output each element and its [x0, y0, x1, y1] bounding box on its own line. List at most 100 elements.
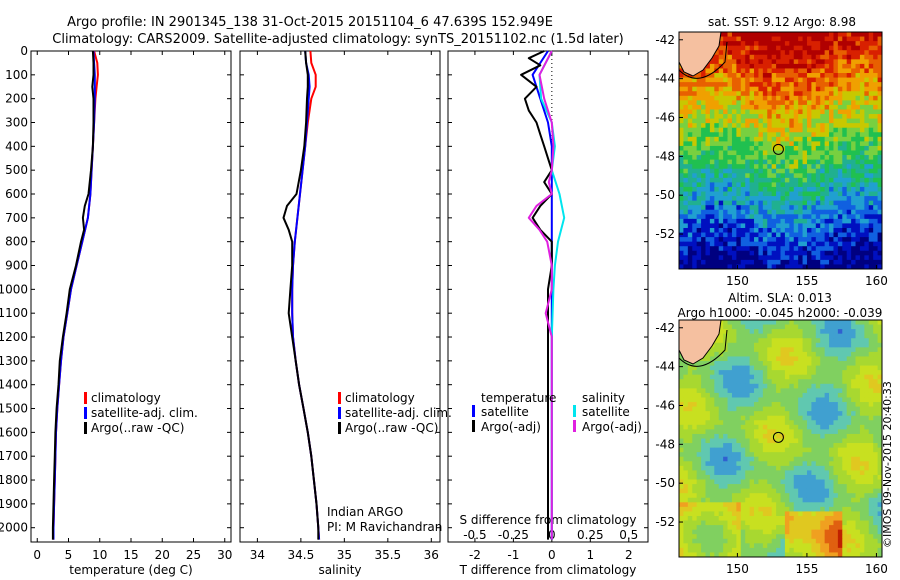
map-cell	[829, 388, 834, 394]
map-cell	[833, 356, 839, 362]
map-cell	[802, 95, 808, 101]
map-cell	[806, 388, 812, 394]
map-cell	[784, 351, 790, 357]
map-cell	[829, 232, 834, 238]
map-cell	[718, 186, 724, 192]
map-cell	[754, 383, 759, 389]
map-cell	[762, 41, 768, 47]
map-cell	[780, 209, 786, 215]
map-cell	[754, 82, 759, 88]
map-cell	[736, 438, 742, 444]
map-cell	[683, 506, 689, 512]
map-cell	[864, 324, 870, 330]
map-cell	[727, 173, 733, 179]
map-cell	[758, 383, 764, 389]
map-cell	[873, 493, 878, 499]
map-cell	[740, 338, 746, 344]
map-cell	[837, 329, 843, 335]
map-cell	[815, 525, 821, 531]
map-cell	[780, 338, 786, 344]
map-cell	[864, 255, 870, 261]
map-cell	[784, 91, 790, 97]
map-cell	[842, 342, 848, 348]
map-cell	[679, 479, 684, 485]
map-cell	[723, 333, 728, 339]
map-cell	[679, 474, 684, 480]
map-cell	[851, 429, 856, 435]
map-cell	[709, 100, 715, 106]
map-cell	[868, 388, 874, 394]
map-cell	[793, 415, 799, 421]
map-cell	[709, 356, 715, 362]
map-cell	[745, 365, 751, 371]
map-cell	[820, 497, 826, 503]
map-cell	[780, 45, 786, 51]
map-cell	[740, 50, 746, 56]
map-cell	[815, 164, 821, 170]
map-cell	[754, 324, 759, 330]
map-cell	[806, 250, 812, 256]
map-cell	[745, 63, 751, 69]
map-cell	[789, 150, 795, 156]
map-cell	[727, 397, 733, 403]
map-cell	[679, 86, 684, 92]
map-cell	[692, 155, 698, 161]
map-cell	[758, 320, 764, 325]
map-cell	[758, 415, 764, 421]
map-cell	[873, 232, 878, 238]
map-cell	[714, 429, 720, 435]
map-cell	[683, 447, 689, 453]
map-cell	[798, 415, 803, 421]
map-cell	[789, 209, 795, 215]
map-cell	[842, 82, 848, 88]
map-cell	[842, 109, 848, 115]
map-cell	[727, 77, 733, 83]
map-cell	[793, 186, 799, 192]
map-cell	[701, 227, 706, 233]
map-cell	[811, 191, 817, 197]
map-cell	[806, 186, 812, 192]
map-cell	[820, 465, 826, 471]
map-cell	[745, 329, 751, 335]
map-cell	[740, 127, 746, 133]
map-cell	[851, 515, 856, 521]
map-cell	[798, 484, 803, 490]
map-cell	[851, 196, 856, 202]
map-cell	[701, 191, 706, 197]
map-cell	[727, 91, 733, 97]
map-cell	[723, 351, 728, 357]
map-cell	[873, 506, 878, 512]
map-cell	[784, 45, 790, 51]
map-cell	[798, 255, 803, 261]
map-cell	[873, 196, 878, 202]
map-cell	[811, 114, 817, 119]
map-cell	[749, 164, 755, 170]
map-cell	[798, 155, 803, 161]
map-cell	[784, 59, 790, 65]
map-cell	[767, 456, 773, 462]
map-cell	[851, 488, 856, 494]
map-cell	[709, 173, 715, 179]
map-cell	[749, 123, 755, 129]
map-cell	[736, 63, 742, 69]
map-cell	[696, 392, 702, 398]
map-cell	[837, 200, 843, 206]
map-cell	[727, 379, 733, 385]
map-cell	[784, 356, 790, 362]
map-cell	[829, 383, 834, 389]
map-cell	[859, 429, 865, 435]
map-cell	[842, 250, 848, 256]
map-cell	[837, 397, 843, 403]
map-cell	[855, 433, 861, 439]
map-cell	[837, 114, 843, 119]
map-cell	[806, 237, 812, 243]
map-cell	[718, 525, 724, 531]
map-cell	[851, 50, 856, 56]
map-cell	[798, 452, 803, 458]
map-cell	[815, 479, 821, 485]
depth-tick-label: 1300	[0, 354, 28, 368]
map-cell	[696, 82, 702, 88]
map-cell	[806, 164, 812, 170]
map-cell	[736, 429, 742, 435]
map-cell	[740, 41, 746, 47]
